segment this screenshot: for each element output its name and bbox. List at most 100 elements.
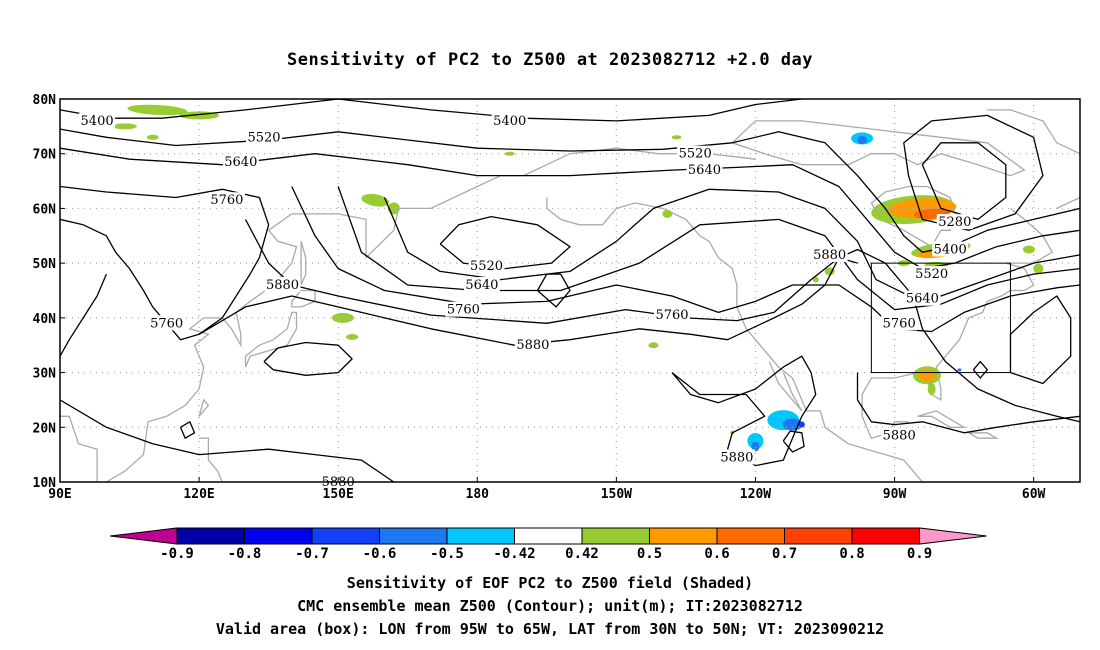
lon-label: 90W	[883, 487, 907, 502]
contour-label: 5760	[150, 316, 183, 331]
lon-label: 120W	[740, 487, 771, 502]
coastline-segment	[987, 109, 1080, 209]
colorbar-label: -0.42	[493, 546, 535, 562]
coastline-segment	[917, 410, 967, 428]
sensitivity-patch	[1033, 263, 1044, 274]
sensitivity-patch	[857, 136, 868, 145]
contour-labels: 5400552056405760540055205640528054005520…	[79, 112, 973, 490]
sensitivity-patch	[918, 369, 936, 382]
colorbar-high-triangle	[919, 527, 987, 545]
contour-label: 5640	[465, 278, 498, 293]
contour-line	[921, 142, 1007, 221]
coastline-segment	[244, 311, 298, 368]
lon-label: 60W	[1022, 487, 1046, 502]
colorbar-segment	[784, 527, 853, 545]
lat-label: 10N	[33, 476, 57, 491]
contour-line	[291, 186, 1080, 333]
sensitivity-patch	[504, 151, 515, 156]
sensitivity-patch	[1023, 245, 1035, 254]
contour-line	[1009, 295, 1072, 385]
lon-label: 90E	[48, 487, 71, 502]
colorbar-label: -0.7	[295, 546, 329, 562]
contour-line	[179, 421, 196, 439]
contour-label: 5760	[883, 316, 916, 331]
lon-label: 180	[466, 487, 490, 502]
valid-area-box	[870, 262, 1011, 374]
coastline-segment	[968, 432, 999, 439]
contour-label: 5760	[655, 308, 688, 323]
colorbar-segment	[514, 527, 583, 545]
contour-line	[856, 372, 1080, 434]
coastline-segment	[300, 241, 307, 286]
contour-label: 5880	[516, 338, 549, 353]
contour-line	[60, 273, 107, 357]
sensitivity-patch	[812, 276, 819, 283]
sensitivity-patch	[824, 267, 835, 276]
sensitivity-patch	[957, 368, 962, 372]
z500-contours	[60, 99, 1080, 482]
gridlines	[60, 99, 1080, 482]
sensitivity-patch	[927, 382, 936, 395]
contour-line	[60, 399, 395, 482]
contour-line	[671, 355, 817, 467]
colorbar-label: -0.5	[430, 546, 464, 562]
contour-label: 5280	[938, 215, 971, 230]
contour-line	[60, 147, 1080, 270]
coastline-segment	[60, 415, 98, 482]
colorbar-segment	[244, 527, 313, 545]
contour-line	[60, 99, 802, 122]
sensitivity-patch	[747, 432, 764, 449]
colorbar-label: 0.42	[565, 546, 599, 562]
contour-label: 5640	[906, 292, 939, 307]
lon-label: 150E	[323, 487, 354, 502]
lon-label: 150W	[601, 487, 632, 502]
sensitivity-patch	[127, 104, 188, 116]
colorbar-label: 0.8	[839, 546, 864, 562]
contour-line	[263, 341, 353, 376]
lat-label: 30N	[33, 367, 57, 382]
contour-label: 5640	[688, 163, 721, 178]
contour-line	[337, 186, 1080, 311]
colorbar-label: 0.5	[637, 546, 662, 562]
contour-label: 5520	[915, 267, 948, 282]
colorbar-segment	[649, 527, 718, 545]
lat-label: 40N	[33, 312, 57, 327]
colorbar-segment	[446, 527, 515, 545]
colorbar-low-triangle	[109, 527, 178, 545]
colorbar-segment	[311, 527, 380, 545]
colorbar-segment	[851, 527, 920, 545]
colorbar-label: -0.8	[228, 546, 262, 562]
contour-label: 5520	[679, 147, 712, 162]
sensitivity-patch	[146, 134, 159, 140]
colorbar-segment	[716, 527, 785, 545]
colorbar: -0.9 -0.8 -0.7 -0.6 -0.5 -0.42 0.42 0.5 0.6 0.7 0.…	[109, 527, 987, 562]
contour-label: 5880	[720, 450, 753, 465]
footer-line-2: CMC ensemble mean Z500 (Contour); unit(m…	[297, 597, 803, 615]
colorbar-label: 0.6	[704, 546, 729, 562]
contour-label: 5400	[81, 114, 114, 129]
sensitivity-patch	[671, 135, 682, 140]
contour-label: 5880	[813, 248, 846, 263]
contour-label: 5880	[883, 428, 916, 443]
coastline-segment	[768, 361, 803, 412]
contour-line	[536, 273, 571, 308]
lon-label: 120E	[183, 487, 214, 502]
contour-line	[782, 430, 805, 453]
sensitivity-patch	[346, 334, 359, 341]
contour-line	[383, 188, 1080, 297]
coastline-segment	[731, 120, 1026, 177]
contour-line	[439, 215, 571, 270]
contour-label: 5520	[247, 130, 280, 145]
sensitivity-patch	[648, 342, 659, 349]
footer-line-3: Valid area (box): LON from 95W to 65W, L…	[215, 620, 885, 638]
coastlines	[60, 109, 1080, 482]
colorbar-segment	[581, 527, 650, 545]
lat-label: 80N	[33, 93, 57, 108]
colorbar-label: -0.6	[363, 546, 397, 562]
coastline-segment	[546, 197, 923, 482]
colorbar-label: 0.9	[907, 546, 932, 562]
sensitivity-patch	[662, 209, 673, 218]
valid-area-rect	[870, 262, 1011, 374]
